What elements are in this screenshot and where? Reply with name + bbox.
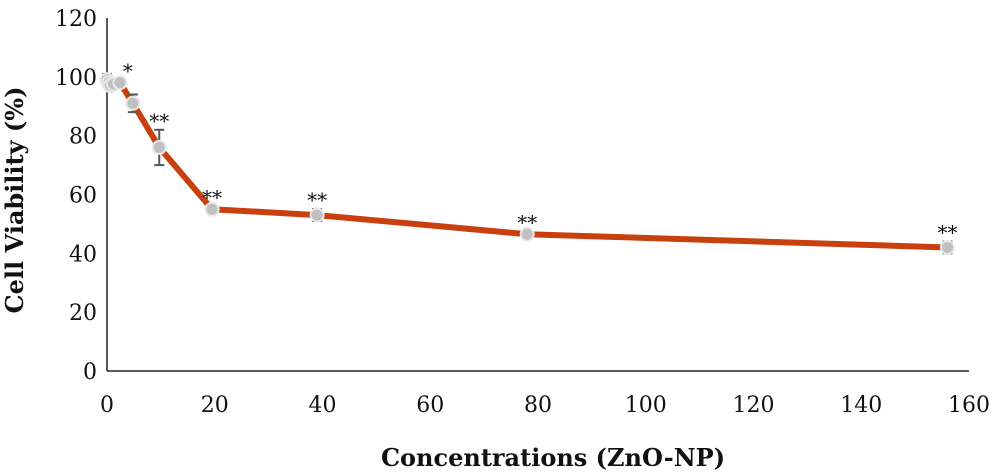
significance-label: **: [307, 188, 327, 212]
data-point: [519, 226, 535, 242]
data-point: [939, 239, 955, 255]
y-tick-label: 0: [83, 360, 97, 385]
significance-label: *: [123, 59, 133, 83]
plot-area: ***** **** **: [99, 59, 957, 255]
x-tick-label: 100: [625, 393, 667, 418]
x-axis-label: Concentrations (ZnO-NP): [381, 443, 725, 472]
significance-label: **: [937, 221, 957, 245]
x-tick-label: 60: [416, 393, 444, 418]
x-tick-label: 20: [201, 393, 229, 418]
y-axis-label: Cell Viability (%): [0, 87, 29, 314]
y-tick-label: 100: [55, 66, 97, 91]
y-tick-label: 60: [69, 184, 97, 209]
x-tick-label: 140: [840, 393, 882, 418]
data-point: [309, 207, 325, 223]
data-point: [204, 201, 220, 217]
y-tick-labels: 0 20 40 60 80 100 120: [55, 7, 97, 385]
x-tick-label: 160: [948, 393, 990, 418]
x-tick-label: 80: [524, 393, 552, 418]
axes: [106, 18, 969, 372]
data-point: [125, 95, 141, 111]
x-tick-label: 120: [733, 393, 775, 418]
data-point: [151, 139, 167, 155]
y-tick-label: 20: [69, 301, 97, 326]
data-point: [112, 75, 128, 91]
y-tick-label: 80: [69, 125, 97, 150]
significance-label: **: [202, 185, 222, 209]
significance-label: **: [149, 109, 169, 133]
x-tick-label: 0: [100, 393, 114, 418]
x-tick-label: 40: [309, 393, 337, 418]
y-tick-label: 120: [55, 7, 97, 32]
x-tick-labels: 0 20 40 60 80 100 120 140 160: [100, 393, 990, 418]
significance-label: **: [517, 210, 537, 234]
y-tick-label: 40: [69, 242, 97, 267]
